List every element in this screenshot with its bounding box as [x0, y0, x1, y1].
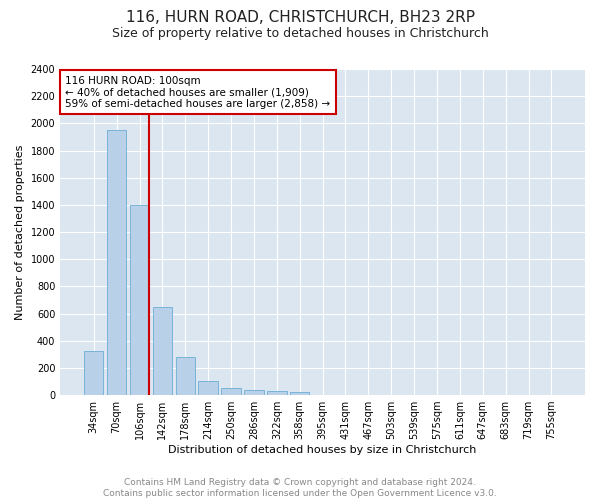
Bar [152, 307, 172, 395]
Text: Contains HM Land Registry data © Crown copyright and database right 2024.
Contai: Contains HM Land Registry data © Crown c… [103, 478, 497, 498]
Text: Size of property relative to detached houses in Christchurch: Size of property relative to detached ho… [112, 28, 488, 40]
Bar [199, 381, 218, 395]
Bar [107, 130, 127, 395]
Bar [176, 357, 195, 395]
X-axis label: Distribution of detached houses by size in Christchurch: Distribution of detached houses by size … [169, 445, 477, 455]
Bar [130, 205, 149, 395]
Bar [267, 391, 287, 395]
Text: 116 HURN ROAD: 100sqm
← 40% of detached houses are smaller (1,909)
59% of semi-d: 116 HURN ROAD: 100sqm ← 40% of detached … [65, 76, 331, 108]
Text: 116, HURN ROAD, CHRISTCHURCH, BH23 2RP: 116, HURN ROAD, CHRISTCHURCH, BH23 2RP [125, 10, 475, 25]
Bar [84, 351, 103, 395]
Y-axis label: Number of detached properties: Number of detached properties [15, 144, 25, 320]
Bar [244, 390, 263, 395]
Bar [221, 388, 241, 395]
Bar [290, 392, 310, 395]
